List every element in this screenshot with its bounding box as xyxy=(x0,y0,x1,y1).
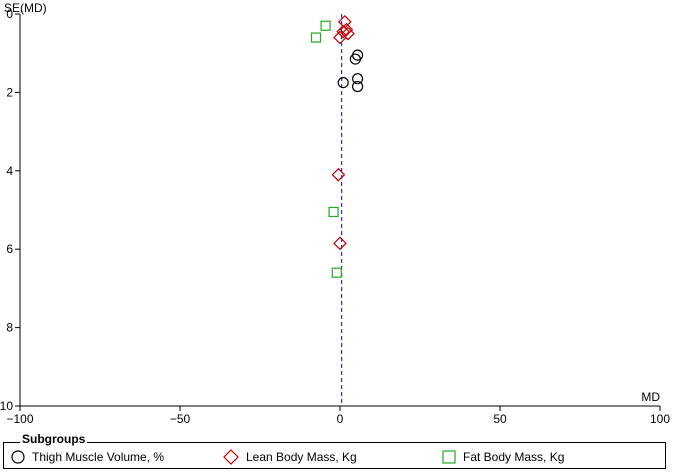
point-thigh-muscle-volume xyxy=(352,73,364,85)
legend-label-thigh-muscle-volume: Thigh Muscle Volume, % xyxy=(32,450,165,464)
point-lean-body-mass xyxy=(333,236,347,251)
point-thigh-muscle-volume xyxy=(352,80,364,93)
legend-label-fat-body-mass: Fat Body Mass, Kg xyxy=(463,450,565,464)
x-axis-title: MD xyxy=(641,390,660,404)
ticks: 0 2 4 6 8 10−100 −50 0 50 100 xyxy=(0,7,670,426)
legend-square-marker xyxy=(442,450,456,464)
x-tick-label: 100 xyxy=(650,412,670,426)
x-tick-label: 0 xyxy=(337,412,344,426)
point-lean-body-mass xyxy=(336,24,351,39)
point-thigh-muscle-volume xyxy=(337,76,349,89)
point-fat-body-mass xyxy=(310,32,322,43)
point-fat-body-mass xyxy=(331,267,342,278)
point-lean-body-mass xyxy=(331,167,346,182)
y-tick-label: 10 xyxy=(0,399,13,413)
y-tick-label: 6 xyxy=(6,242,13,256)
legend-label-lean-body-mass: Lean Body Mass, Kg xyxy=(246,450,357,464)
point-thigh-muscle-volume xyxy=(349,53,361,65)
axes xyxy=(19,14,660,407)
point-fat-body-mass xyxy=(328,206,339,218)
y-tick-label: 8 xyxy=(6,321,13,335)
point-lean-body-mass xyxy=(341,26,355,41)
legend-circle-marker xyxy=(11,450,25,464)
data-points xyxy=(310,14,364,278)
y-axis-title: SE(MD) xyxy=(4,1,47,15)
y-tick-label: 2 xyxy=(6,85,13,99)
legend-item-thigh-muscle-volume: Thigh Muscle Volume, % xyxy=(10,449,164,465)
legend-item-fat-body-mass: Fat Body Mass, Kg xyxy=(441,449,564,465)
legend-box xyxy=(3,442,666,469)
legend-diamond-marker xyxy=(223,449,239,465)
legend-title: Subgroups xyxy=(20,432,88,446)
y-tick-label: 4 xyxy=(6,164,13,178)
point-lean-body-mass xyxy=(339,22,354,37)
x-tick-label: −100 xyxy=(6,412,33,426)
legend-item-lean-body-mass: Lean Body Mass, Kg xyxy=(222,449,357,465)
point-fat-body-mass xyxy=(320,20,331,31)
x-tick-label: 50 xyxy=(493,412,507,426)
y-tick-label: 0 xyxy=(6,7,13,21)
x-tick-label: −50 xyxy=(170,412,191,426)
point-lean-body-mass xyxy=(333,30,347,45)
